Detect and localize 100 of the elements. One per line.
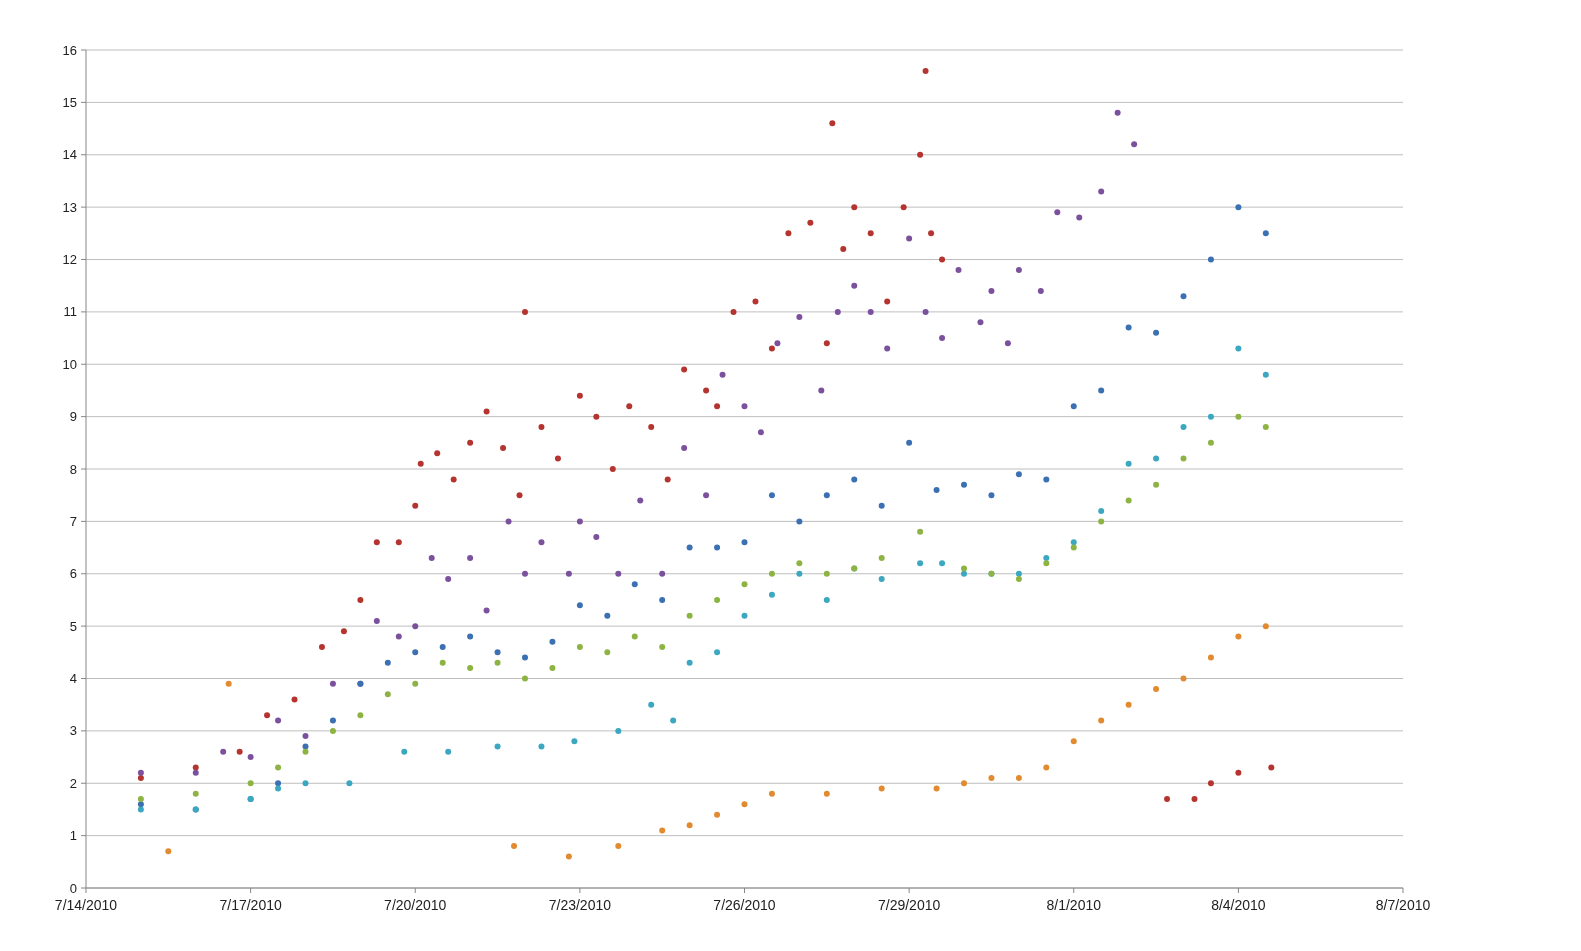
x-tick-label: 8/4/2010: [1211, 897, 1266, 913]
point: [796, 560, 803, 567]
x-tick-label: 7/20/2010: [384, 897, 447, 913]
point: [659, 827, 666, 834]
point: [917, 560, 924, 567]
point: [165, 848, 172, 855]
y-tick-label: 12: [62, 252, 77, 268]
point: [768, 591, 775, 598]
point: [681, 366, 688, 373]
point: [373, 539, 380, 546]
point: [834, 308, 841, 315]
point: [1015, 575, 1022, 582]
point: [1235, 769, 1242, 776]
point: [192, 764, 199, 771]
point: [939, 256, 946, 263]
point: [774, 340, 781, 347]
point: [933, 486, 940, 493]
point: [1015, 471, 1022, 478]
y-tick-label: 3: [69, 723, 77, 739]
point: [1054, 209, 1061, 216]
point: [1262, 424, 1269, 431]
x-tick-label: 7/23/2010: [548, 897, 612, 913]
y-tick-label: 0: [69, 880, 77, 896]
y-tick-label: 10: [62, 356, 77, 372]
point: [576, 392, 583, 399]
point: [785, 230, 792, 237]
point: [977, 319, 984, 326]
y-tick-label: 2: [69, 775, 77, 791]
point: [1207, 780, 1214, 787]
point: [1070, 403, 1077, 410]
point: [939, 560, 946, 567]
point: [236, 748, 243, 755]
point: [648, 424, 655, 431]
point: [615, 570, 622, 577]
point: [955, 266, 962, 273]
point: [494, 649, 501, 656]
point: [516, 492, 523, 499]
point: [428, 555, 435, 562]
y-tick-label: 8: [69, 461, 77, 477]
point: [752, 298, 759, 305]
point: [450, 476, 457, 483]
point: [1043, 555, 1050, 562]
point: [1037, 287, 1044, 294]
point: [648, 701, 655, 708]
point: [659, 644, 666, 651]
point: [137, 806, 144, 813]
point: [917, 151, 924, 158]
point: [961, 565, 967, 572]
point: [137, 775, 144, 782]
point: [329, 680, 336, 687]
point: [275, 717, 282, 724]
point: [1131, 141, 1138, 148]
point: [1164, 795, 1171, 802]
point: [928, 230, 935, 237]
point: [807, 219, 814, 226]
point: [637, 497, 644, 504]
x-tick-label: 8/1/2010: [1046, 897, 1102, 913]
point: [192, 769, 199, 776]
point: [768, 345, 775, 352]
point: [686, 822, 693, 829]
point: [565, 570, 572, 577]
point: [576, 644, 583, 651]
point: [412, 649, 419, 656]
point: [417, 460, 424, 467]
point: [1070, 544, 1077, 551]
point: [549, 665, 556, 672]
point: [670, 717, 677, 724]
y-tick-label: 14: [62, 147, 77, 163]
point: [988, 287, 995, 294]
point: [384, 691, 391, 698]
point: [576, 518, 583, 525]
point: [247, 780, 254, 787]
point: [1043, 560, 1050, 567]
point: [1004, 340, 1011, 347]
point: [467, 665, 474, 672]
point: [384, 659, 391, 666]
point: [730, 308, 737, 315]
point: [439, 644, 446, 651]
point: [1180, 293, 1187, 300]
point: [494, 743, 501, 750]
point: [1076, 214, 1083, 221]
point: [1015, 570, 1022, 577]
point: [922, 67, 929, 74]
point: [796, 570, 803, 577]
point: [988, 775, 995, 782]
point: [604, 612, 611, 619]
y-tick-label: 13: [62, 199, 77, 215]
point: [565, 853, 572, 860]
point: [505, 518, 512, 525]
point: [1098, 518, 1105, 525]
point: [933, 785, 940, 792]
y-tick-label: 5: [69, 618, 77, 634]
point: [1207, 413, 1214, 420]
point: [511, 843, 518, 850]
point: [264, 712, 271, 719]
point: [823, 340, 830, 347]
point: [741, 403, 748, 410]
point: [401, 748, 408, 755]
point: [395, 539, 402, 546]
point: [1180, 675, 1187, 682]
